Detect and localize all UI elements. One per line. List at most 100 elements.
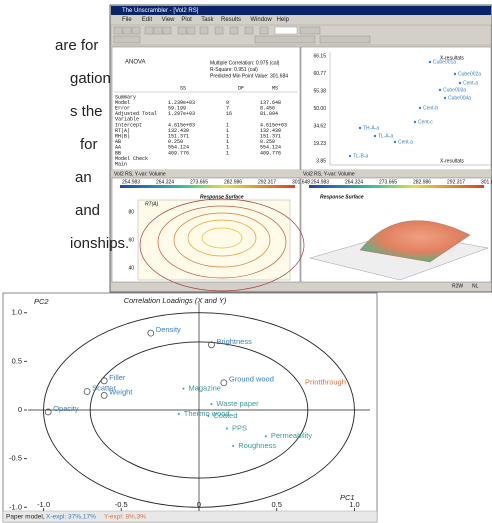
loading-point xyxy=(100,392,108,399)
point-label: Waste paper xyxy=(216,399,259,408)
status: NL xyxy=(472,283,479,289)
point-label: Filler xyxy=(109,373,126,382)
table-cell: 1 xyxy=(226,139,229,145)
chart-title: Correlation Loadings (X and Y) xyxy=(124,296,227,305)
scale-label: 264.324 xyxy=(345,179,363,185)
table-cell: BB xyxy=(115,150,121,156)
scatter-xlabel: X-resultats xyxy=(440,158,464,164)
scatter-point xyxy=(348,154,352,158)
loading-point xyxy=(100,377,108,385)
loading-point xyxy=(220,379,228,387)
table-cell: 132.430 xyxy=(168,128,189,134)
scale-label: 282.986 xyxy=(413,179,431,185)
y-tick-label: 40 xyxy=(128,265,134,271)
table-cell: 1 xyxy=(226,122,229,128)
table-cell: 59.199 xyxy=(168,106,186,112)
menu-item[interactable]: Edit xyxy=(142,17,153,23)
y-tick-label: 3.85 xyxy=(316,158,326,164)
point-label: Roughness xyxy=(238,441,276,450)
toolbar-buttons[interactable] xyxy=(113,26,371,44)
scale-label: 282.986 xyxy=(224,179,242,185)
loading-point xyxy=(264,435,267,438)
table-cell: 7 xyxy=(226,106,229,112)
footer-bar xyxy=(2,510,378,523)
table-cell: 409.776 xyxy=(260,150,281,156)
anova-stat: Predicted Min Point Value: 301.684 xyxy=(210,73,288,79)
table-cell: 137.648 xyxy=(260,100,281,106)
menu-item[interactable]: File xyxy=(122,17,132,23)
table-cell: 1 xyxy=(226,128,229,134)
caption: Vol2 RS, Y-var: Volume xyxy=(114,171,166,177)
anova-stat: R-Square: 0.951 (cal) xyxy=(210,67,258,73)
point-label: Density xyxy=(156,325,181,334)
table-cell: AA xyxy=(115,145,121,151)
x-tick-label: 1.0 xyxy=(349,500,359,509)
point-label: Thermo wood xyxy=(184,409,230,418)
table-cell: 1.297e+03 xyxy=(168,111,195,117)
table-cell: 554.124 xyxy=(168,145,189,151)
scale-label: 254.983 xyxy=(311,179,329,185)
surface-3d xyxy=(309,220,489,281)
y-tick-label: 34.62 xyxy=(313,123,326,129)
point-label: Cube002a xyxy=(458,71,481,77)
y-tick-label: 0 xyxy=(18,405,22,414)
table-cell: RT(A) xyxy=(115,128,130,134)
loadings-window xyxy=(2,292,378,523)
scatter-point xyxy=(443,96,447,100)
x-tick-label: -0.5 xyxy=(115,500,128,509)
surface-title: Response Surface xyxy=(200,194,244,200)
y-tick-label: 19.23 xyxy=(313,141,326,147)
table-cell: Variable xyxy=(115,117,139,123)
menu-item[interactable]: Window xyxy=(250,17,272,23)
table-cell: Summary xyxy=(115,94,136,100)
y-tick-label: -1.0 xyxy=(9,502,22,511)
table-cell: 1 xyxy=(226,150,229,156)
menu-item[interactable]: Help xyxy=(277,17,290,23)
scale-label: 273.665 xyxy=(379,179,397,185)
menu-item[interactable]: Task xyxy=(201,17,214,23)
table-cell: Main xyxy=(115,162,127,168)
point-label: Magazine xyxy=(188,384,221,393)
table-cell: Model xyxy=(115,100,130,106)
point-label: Cube003a xyxy=(443,87,466,93)
scatter-point xyxy=(418,106,422,110)
point-label: PPS xyxy=(232,423,247,432)
table-cell: 4.615e+03 xyxy=(260,122,287,128)
footer: Y-expl: 8%,3% xyxy=(104,514,146,521)
table-cell: Model Check xyxy=(115,156,148,162)
menu-item[interactable]: Plot xyxy=(181,17,192,23)
scatter-point xyxy=(373,134,377,138)
scale-label: 292.317 xyxy=(447,179,465,185)
background-text: and xyxy=(75,202,100,219)
background-text: an xyxy=(75,169,92,186)
table-cell: 1 xyxy=(226,134,229,140)
caption-strip xyxy=(112,170,491,178)
status: R2W xyxy=(452,283,463,289)
menu-item[interactable]: Results xyxy=(221,17,241,23)
y-tick-label: 55.38 xyxy=(313,88,326,94)
y-tick-label: 50.00 xyxy=(313,106,326,112)
scatter-panel xyxy=(300,46,492,171)
scale-label: 292.317 xyxy=(258,179,276,185)
y-tick-label: 80 xyxy=(128,209,134,215)
y-tick-label: 60 xyxy=(128,237,134,243)
window-title: The Unscrambler - [Vol2 RS] xyxy=(122,8,199,14)
scale-label: 273.665 xyxy=(190,179,208,185)
point-label: Cube001a xyxy=(433,59,456,65)
color-scale xyxy=(120,185,295,188)
table-cell: 0.250 xyxy=(260,139,275,145)
background-text: for xyxy=(80,136,98,153)
anova-stat: Multiple Correlation: 0.975 (cal) xyxy=(210,60,280,66)
point-label: Brightness xyxy=(216,337,252,346)
loading-point xyxy=(208,341,215,349)
scatter-point xyxy=(428,60,432,64)
background-text: gation xyxy=(70,70,111,87)
menu-item[interactable]: View xyxy=(162,17,176,23)
table-cell: 81.094 xyxy=(260,111,278,117)
point-label: Cent-c xyxy=(418,119,433,125)
footer: Paper model, xyxy=(6,514,45,521)
title-bar xyxy=(111,6,491,15)
contours xyxy=(139,198,305,292)
